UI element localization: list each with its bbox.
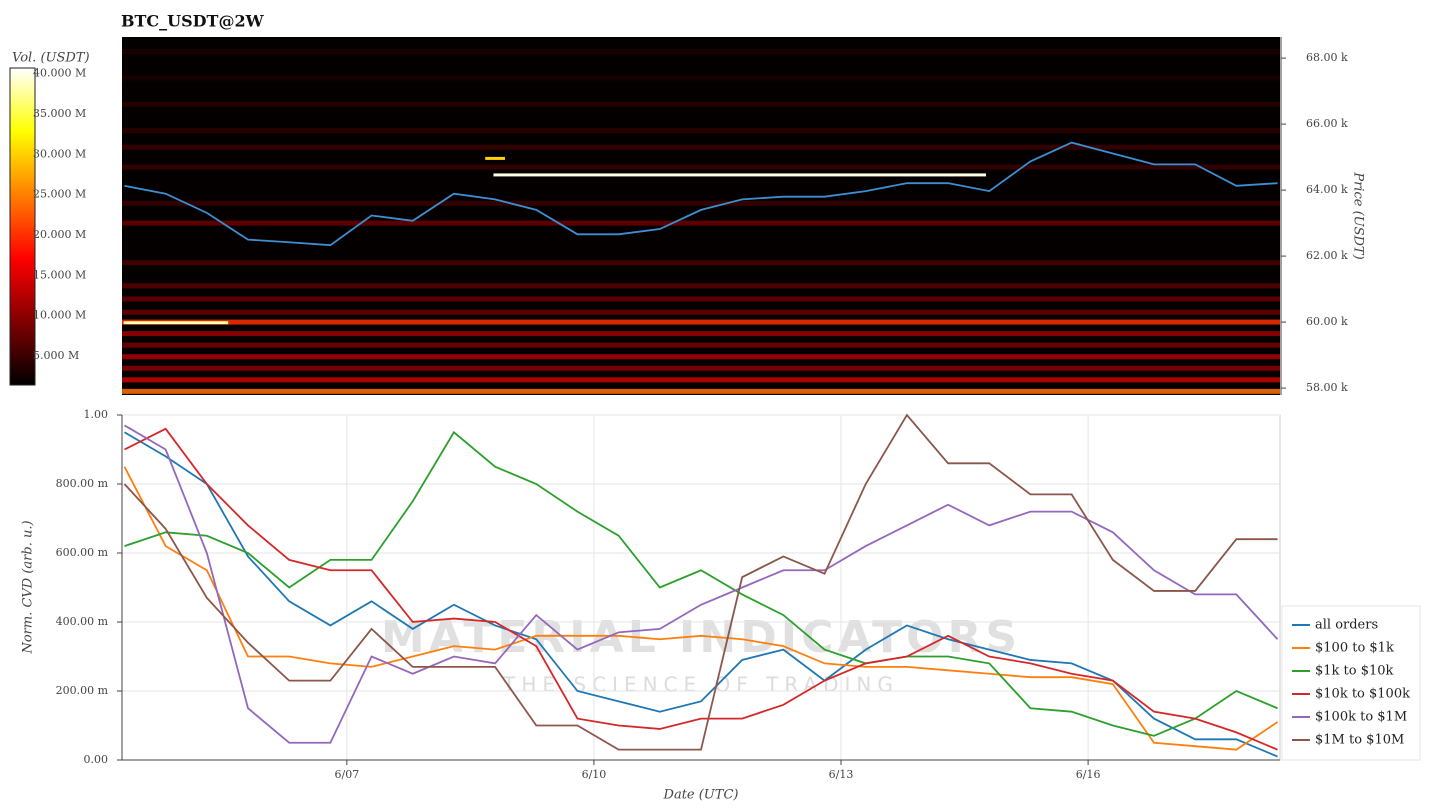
liquidity-level bbox=[122, 309, 1280, 315]
liquidity-level bbox=[122, 388, 1280, 394]
price-line bbox=[124, 141, 1278, 247]
y-tick-label: 800.00 m bbox=[56, 477, 109, 490]
cvd-layer: 0.00 200.00 m 400.00 m 600.00 m 800.00 m 1.00… bbox=[56, 408, 1280, 781]
y-tick-label: 60.00 k bbox=[1306, 315, 1348, 328]
y-tick-label: 58.00 k bbox=[1306, 381, 1348, 394]
cvd-line bbox=[124, 424, 1279, 744]
liquidity-level bbox=[122, 128, 1280, 134]
legend-label: $1k to $10k bbox=[1315, 664, 1394, 679]
x-tick-label: 6/07 bbox=[334, 768, 359, 781]
liquidity-level bbox=[122, 200, 1280, 206]
y-tick-label: 600.00 m bbox=[56, 546, 109, 559]
liquidity-level bbox=[122, 220, 1280, 226]
heatmap-layer: 5.000 M 10.000 M 15.000 M 20.000 M 25.000 M 3… bbox=[33, 37, 1348, 395]
watermark-sub: THE SCIENCE OF TRADING bbox=[502, 673, 899, 697]
liquidity-level bbox=[122, 283, 1280, 289]
y-tick-label: 1.00 bbox=[84, 408, 109, 421]
liquidity-level bbox=[122, 75, 1280, 81]
colorbar-tick-label: 10.000 M bbox=[33, 309, 86, 322]
cvd-line bbox=[124, 431, 1278, 758]
y-axis-label: Price (USDT) bbox=[1351, 171, 1366, 259]
liquidity-level bbox=[122, 331, 1280, 337]
liquidity-level bbox=[122, 377, 1280, 383]
liquidity-level bbox=[122, 101, 1280, 107]
liquidity-level bbox=[122, 365, 1280, 371]
x-axis-label: Date (UTC) bbox=[663, 788, 739, 803]
colorbar-tick-label: 35.000 M bbox=[33, 107, 86, 120]
liquidity-level bbox=[122, 342, 1280, 348]
cvd-line bbox=[123, 466, 1279, 751]
chart-title: BTC_USDT@2W bbox=[121, 12, 265, 31]
cvd-area bbox=[121, 414, 1281, 761]
legend-label: $100k to $1M bbox=[1315, 710, 1407, 725]
y-axis-label: Norm. CVD (arb. u.) bbox=[21, 520, 36, 654]
legend bbox=[1281, 605, 1421, 761]
y-tick-label: 0.00 bbox=[84, 753, 109, 766]
legend-label: $100 to $1k bbox=[1315, 641, 1394, 656]
y-tick-label: 68.00 k bbox=[1306, 51, 1348, 64]
liquidity-wall bbox=[485, 156, 505, 160]
liquidity-level bbox=[122, 49, 1280, 55]
y-tick-label: 62.00 k bbox=[1306, 249, 1348, 262]
y-tick-label: 400.00 m bbox=[56, 615, 109, 628]
liquidity-wall bbox=[493, 173, 986, 177]
colorbar bbox=[9, 67, 36, 386]
cvd-line bbox=[123, 413, 1278, 751]
y-tick-label: 200.00 m bbox=[56, 684, 109, 697]
liquidity-level bbox=[122, 260, 1280, 266]
colorbar-tick-label: 5.000 M bbox=[33, 349, 79, 362]
liquidity-level bbox=[122, 144, 1280, 150]
heatmap-area bbox=[122, 37, 1280, 395]
colorbar-tick-label: 25.000 M bbox=[33, 188, 86, 201]
liquidity-level bbox=[122, 354, 1280, 360]
cvd-line bbox=[124, 430, 1278, 737]
y-tick-label: 66.00 k bbox=[1306, 117, 1348, 130]
y-tick-label: 64.00 k bbox=[1306, 183, 1348, 196]
liquidity-wall bbox=[123, 321, 229, 325]
x-tick-label: 6/10 bbox=[582, 768, 607, 781]
colorbar-tick-label: 40.000 M bbox=[33, 67, 86, 80]
legend-label: all orders bbox=[1315, 618, 1378, 633]
colorbar-tick-label: 30.000 M bbox=[33, 147, 86, 160]
colorbar-tick-label: 20.000 M bbox=[33, 228, 86, 241]
liquidity-level bbox=[122, 319, 1280, 325]
x-tick-label: 6/16 bbox=[1076, 768, 1101, 781]
colorbar-tick-label: 15.000 M bbox=[33, 268, 86, 281]
x-tick-label: 6/13 bbox=[829, 768, 854, 781]
liquidity-level bbox=[122, 164, 1280, 170]
legend-label: $1M to $10M bbox=[1315, 733, 1404, 748]
legend-label: $10k to $100k bbox=[1315, 687, 1410, 702]
liquidity-level bbox=[122, 296, 1280, 302]
cvd-line bbox=[124, 427, 1278, 751]
colorbar-label: Vol. (USDT) bbox=[12, 51, 90, 66]
